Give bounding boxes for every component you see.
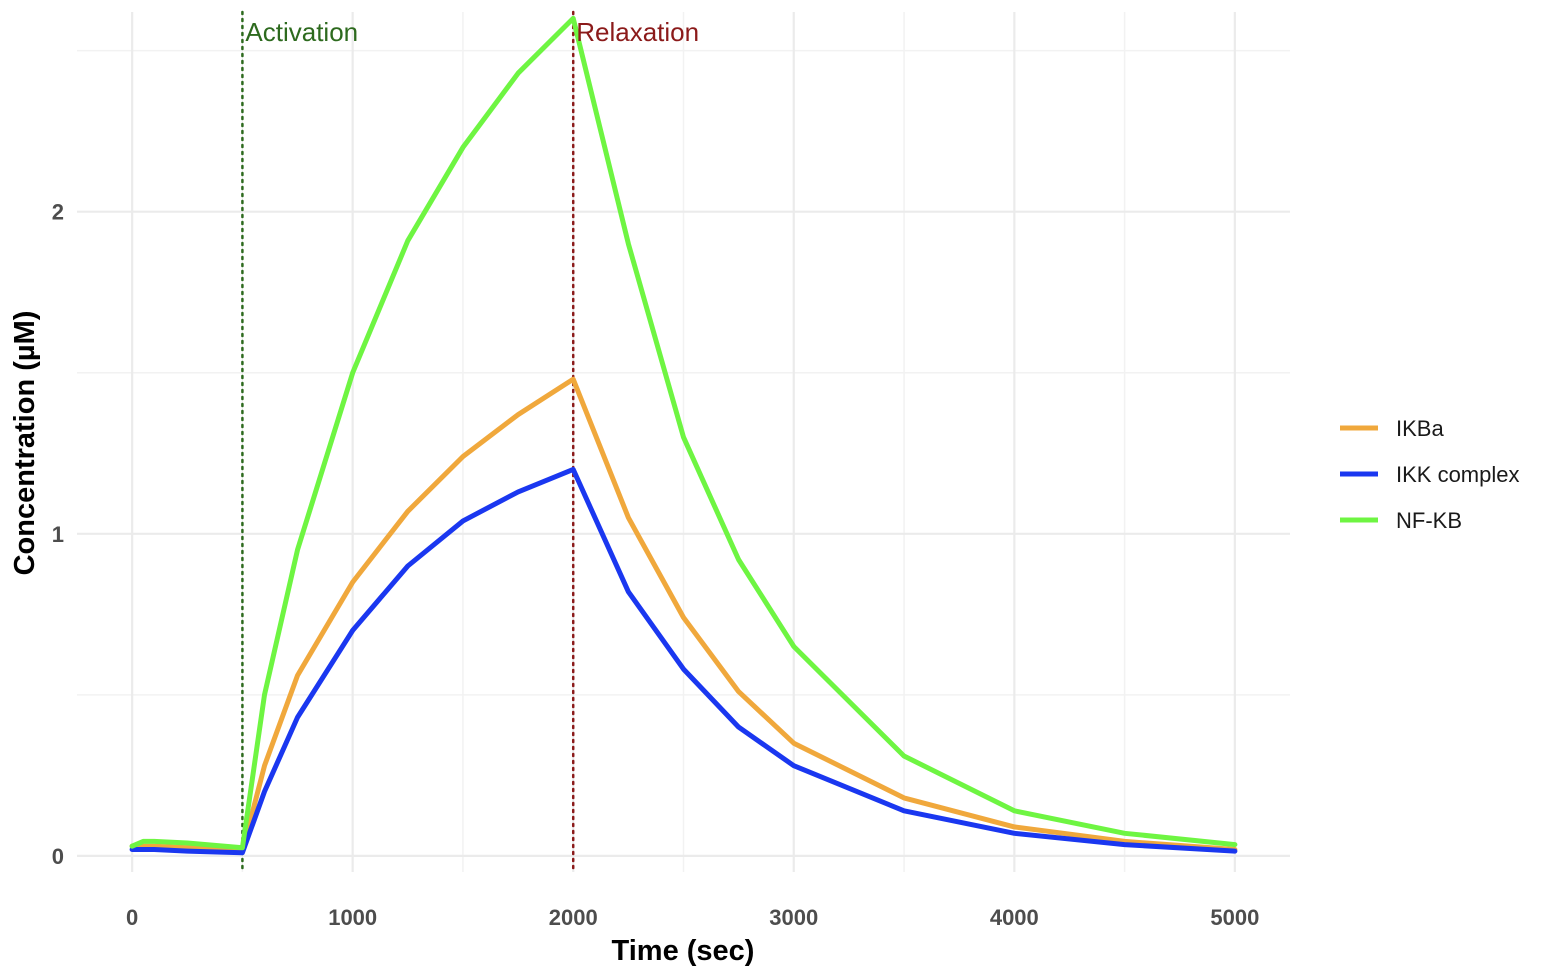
series-line-ikk-complex [129, 466, 1238, 856]
x-tick-label: 1000 [328, 905, 377, 930]
x-tick-label: 2000 [549, 905, 598, 930]
y-tick-label: 1 [52, 522, 64, 547]
grid-major [77, 12, 1290, 872]
y-tick-labels: 0 1 2 [52, 200, 64, 869]
annotation-label-relaxation: Relaxation [576, 17, 699, 47]
x-axis-title: Time (sec) [612, 935, 755, 967]
series-line-nf-kb [129, 15, 1238, 851]
legend-label: IKBa [1396, 416, 1444, 441]
x-tick-label: 3000 [769, 905, 818, 930]
y-axis-title: Concentration (µM) [9, 311, 41, 576]
x-tick-labels: 0 1000 2000 3000 4000 5000 [126, 905, 1259, 930]
annotation-labels: Activation Relaxation [245, 17, 699, 47]
annotation-label-activation: Activation [245, 17, 358, 47]
x-tick-label: 5000 [1210, 905, 1259, 930]
y-tick-label: 2 [52, 200, 64, 225]
series-lines [129, 15, 1238, 856]
legend: IKBa IKK complex NF-KB [1340, 416, 1520, 533]
x-tick-label: 0 [126, 905, 138, 930]
annotation-lines [241, 10, 575, 874]
y-tick-label: 0 [52, 844, 64, 869]
grid-minor [77, 12, 1290, 872]
legend-label: IKK complex [1396, 462, 1520, 487]
legend-label: NF-KB [1396, 508, 1462, 533]
x-tick-label: 4000 [990, 905, 1039, 930]
